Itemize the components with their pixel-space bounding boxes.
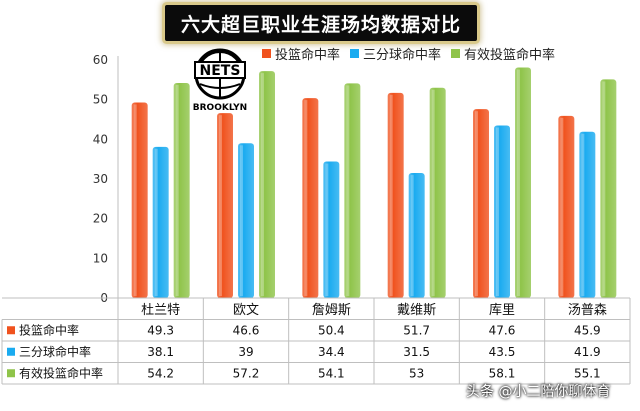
bar-2-2 xyxy=(344,83,361,298)
table-legend-swatch xyxy=(7,369,15,378)
data-label: 57.2 xyxy=(233,366,260,380)
bar-0-3 xyxy=(387,92,404,298)
bar-highlight-1-1 xyxy=(240,145,243,296)
bar-2-1 xyxy=(259,71,275,299)
logo-wordmark: NETS xyxy=(200,63,241,79)
bar-2-4 xyxy=(515,67,531,298)
category-label: 库里 xyxy=(489,302,515,318)
data-label: 54.1 xyxy=(318,366,345,380)
bar-2-5 xyxy=(600,79,617,298)
category-label: 戴维斯 xyxy=(397,303,436,318)
logo-city: BROOKLYN xyxy=(193,103,247,113)
bar-highlight-0-2 xyxy=(304,100,308,296)
y-tick-label: 30 xyxy=(93,172,108,186)
bar-highlight-0-5 xyxy=(560,117,564,297)
y-tick-label: 60 xyxy=(93,53,108,67)
y-tick-label: 50 xyxy=(93,93,108,107)
bar-highlight-2-2 xyxy=(346,85,350,296)
table-legend-swatch xyxy=(7,326,15,335)
category-label: 汤普森 xyxy=(568,303,607,318)
bar-2-3 xyxy=(429,87,446,299)
bar-highlight-2-0 xyxy=(175,85,179,296)
bar-1-3 xyxy=(408,173,425,298)
bar-highlight-2-5 xyxy=(602,81,606,296)
legend-label-3p: 三分球命中率 xyxy=(363,48,442,63)
bar-highlight-0-1 xyxy=(219,115,222,296)
data-label: 31.5 xyxy=(403,345,430,359)
table-legend-swatch xyxy=(7,347,15,356)
data-label: 38.1 xyxy=(147,345,174,359)
bar-1-5 xyxy=(579,131,596,298)
y-tick-label: 40 xyxy=(93,132,108,146)
bar-highlight-1-2 xyxy=(325,163,329,296)
table-row-label: 有效投篮命中率 xyxy=(19,365,103,380)
bar-highlight-1-5 xyxy=(581,133,585,296)
category-label: 杜兰特 xyxy=(141,303,180,318)
bar-0-4 xyxy=(473,109,489,298)
chart-title-banner: 六大超巨职业生涯场均数据对比 xyxy=(165,5,477,41)
data-label: 41.9 xyxy=(574,345,601,359)
bar-highlight-1-4 xyxy=(496,127,499,296)
bar-highlight-0-3 xyxy=(389,94,393,296)
category-label: 欧文 xyxy=(233,303,259,318)
legend-item-efg: 有效投篮命中率 xyxy=(451,44,555,63)
y-tick-label: 20 xyxy=(93,212,108,226)
data-label: 53 xyxy=(409,366,424,380)
data-label: 34.4 xyxy=(318,345,345,359)
legend-swatch-3p xyxy=(350,49,360,58)
data-label: 54.2 xyxy=(147,366,174,380)
data-label: 47.6 xyxy=(489,323,516,337)
data-label: 50.4 xyxy=(318,323,345,337)
bar-highlight-0-0 xyxy=(133,104,137,297)
bar-highlight-0-4 xyxy=(475,111,478,296)
logo-wordmark-band xyxy=(194,61,246,79)
data-label: 49.3 xyxy=(147,323,174,337)
data-label: 45.9 xyxy=(574,323,601,337)
data-label: 43.5 xyxy=(489,345,516,359)
data-label: 51.7 xyxy=(403,323,430,337)
bar-0-2 xyxy=(302,98,319,298)
legend-swatch-efg xyxy=(451,49,461,58)
bar-0-1 xyxy=(217,113,233,298)
category-label: 詹姆斯 xyxy=(312,303,351,318)
bar-1-2 xyxy=(323,161,340,298)
legend-label-fg: 投篮命中率 xyxy=(275,48,341,63)
bar-highlight-1-3 xyxy=(410,175,414,296)
bar-0-0 xyxy=(131,102,148,299)
chart-title: 六大超巨职业生涯场均数据对比 xyxy=(180,13,461,36)
legend-item-fg: 投篮命中率 xyxy=(262,44,340,63)
data-label: 58.1 xyxy=(489,366,516,380)
bar-highlight-2-3 xyxy=(431,89,435,297)
bar-highlight-1-0 xyxy=(154,148,158,296)
legend-item-3p: 三分球命中率 xyxy=(350,44,441,63)
bar-0-5 xyxy=(558,115,575,299)
legend-swatch-fg xyxy=(262,49,271,58)
data-label: 55.1 xyxy=(574,366,601,380)
data-label: 46.6 xyxy=(233,323,260,337)
bar-1-4 xyxy=(494,125,510,298)
bar-highlight-2-4 xyxy=(517,69,520,296)
nets-logo: NETS BROOKLYN xyxy=(193,48,247,113)
bar-highlight-2-1 xyxy=(261,73,264,297)
bar-1-0 xyxy=(152,146,169,298)
data-label: 39 xyxy=(238,345,253,359)
bar-2-0 xyxy=(173,83,190,298)
table-row-label: 投篮命中率 xyxy=(19,322,79,337)
chart-legend: 投篮命中率 三分球命中率 有效投篮命中率 xyxy=(262,44,555,63)
table-row-label: 三分球命中率 xyxy=(19,344,91,359)
watermark: 头条 @小二陪你聊体育 xyxy=(466,384,611,400)
legend-label-efg: 有效投篮命中率 xyxy=(464,48,556,63)
y-tick-label: 10 xyxy=(93,251,108,265)
bar-1-1 xyxy=(238,143,254,298)
